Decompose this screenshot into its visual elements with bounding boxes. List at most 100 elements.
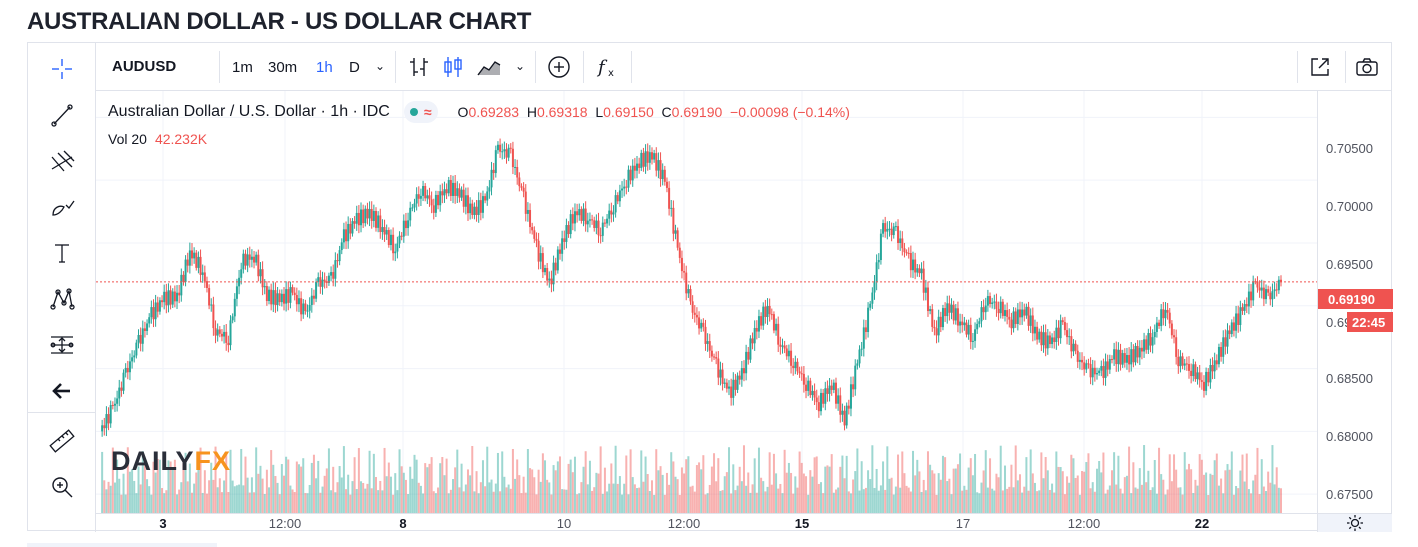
candle-body — [1273, 289, 1276, 292]
camera-icon[interactable] — [1353, 53, 1381, 81]
volume-bar — [689, 486, 692, 513]
toolbar-divider — [1345, 51, 1346, 83]
pattern-icon[interactable] — [44, 281, 80, 317]
volume-bar — [768, 452, 771, 513]
candle-body — [253, 256, 256, 263]
candle-body — [616, 195, 619, 202]
interval-1m[interactable]: 1m — [232, 59, 253, 76]
volume-bar — [349, 494, 352, 513]
candle-body — [190, 250, 193, 259]
candle-body — [899, 238, 902, 244]
volume-bar — [1061, 471, 1064, 513]
volume-bar — [916, 459, 919, 513]
interval-30m[interactable]: 30m — [268, 59, 298, 76]
zoom-in-icon[interactable] — [44, 469, 80, 505]
volume-bar — [653, 494, 656, 513]
volume-bar — [858, 490, 861, 513]
volume-bar — [118, 478, 121, 513]
symbol-search-button[interactable]: AUDUSD — [112, 58, 177, 75]
volume-bar — [218, 478, 221, 513]
volume-bar — [843, 478, 846, 513]
candle-body — [869, 303, 872, 308]
candle-body — [548, 278, 551, 281]
candles-icon[interactable] — [439, 53, 467, 81]
volume-value: 42.232K — [154, 131, 208, 147]
candle-body — [800, 373, 803, 375]
candle-body — [377, 215, 380, 228]
candle-body — [366, 208, 369, 219]
volume-bar — [884, 489, 887, 513]
candle-body — [518, 177, 521, 187]
candle-body — [777, 323, 780, 345]
chart-canvas[interactable]: Australian Dollar / U.S. Dollar · 1h · I… — [96, 91, 1317, 513]
price-axis[interactable]: 0.70500 0.70000 0.69500 0.69000 0.68500 … — [1317, 91, 1393, 513]
candle-body — [336, 260, 339, 262]
time-axis[interactable]: 3 12:00 8 10 12:00 15 17 12:00 22 — [96, 513, 1317, 532]
brush-icon[interactable] — [44, 189, 80, 225]
volume-bar — [903, 473, 906, 513]
volume-bar — [931, 470, 934, 513]
market-status-pill[interactable]: ≈ — [403, 101, 438, 123]
interval-d[interactable]: D — [349, 59, 360, 76]
volume-bar — [1100, 472, 1103, 513]
volume-bar — [661, 474, 664, 513]
volume-bar — [400, 466, 403, 513]
candle-body — [978, 321, 981, 324]
back-arrow-icon[interactable] — [44, 373, 80, 409]
candle-body — [1018, 309, 1021, 318]
svg-text:x: x — [608, 68, 614, 79]
chart-settings-button[interactable] — [1317, 513, 1392, 532]
candle-body — [1215, 360, 1218, 365]
candle-body — [946, 303, 949, 317]
candle-body — [629, 169, 632, 181]
crosshair-icon[interactable] — [44, 51, 80, 87]
candle-body — [128, 361, 131, 373]
volume-bar — [265, 469, 268, 513]
volume-bar — [638, 487, 641, 513]
ruler-icon[interactable] — [44, 423, 80, 459]
volume-bar — [760, 477, 763, 513]
candle-body — [1224, 337, 1227, 347]
area-icon[interactable] — [475, 53, 503, 81]
candle-body — [454, 182, 457, 196]
interval-1h[interactable]: 1h — [316, 59, 333, 76]
volume-bar — [571, 472, 574, 513]
volume-bar — [1269, 482, 1272, 513]
text-icon[interactable] — [44, 235, 80, 271]
fullscreen-icon[interactable] — [1306, 53, 1334, 81]
volume-bar — [214, 446, 217, 513]
volume-bar — [845, 455, 848, 513]
volume-bar — [182, 463, 185, 513]
candle-body — [240, 269, 243, 278]
bars-icon[interactable] — [405, 53, 433, 81]
volume-bar — [879, 485, 882, 513]
candle-body — [1181, 356, 1184, 366]
chart-type-dropdown-chevron[interactable]: ⌄ — [515, 59, 526, 73]
compare-add-icon[interactable] — [545, 53, 573, 81]
volume-bar — [790, 472, 793, 513]
candle-body — [1108, 359, 1111, 370]
candle-body — [997, 308, 1000, 314]
main-series-legend: Australian Dollar / U.S. Dollar · 1h · I… — [108, 101, 850, 123]
interval-dropdown-chevron[interactable]: ⌄ — [375, 59, 386, 73]
candle-body — [1175, 337, 1178, 357]
pitchfork-icon[interactable] — [44, 143, 80, 179]
candle-body — [531, 227, 534, 231]
candle-body — [1130, 349, 1133, 365]
trendline-icon[interactable] — [44, 97, 80, 133]
volume-bar — [379, 480, 382, 513]
candle-body — [430, 199, 433, 206]
toolbar-divider — [219, 51, 220, 83]
volume-bar — [240, 448, 243, 513]
toolbar-divider — [535, 51, 536, 83]
measure-lines-icon[interactable] — [44, 327, 80, 363]
volume-bar — [875, 468, 878, 513]
candlestick-chart[interactable] — [96, 91, 1317, 513]
volume-bar — [537, 469, 540, 513]
candle-body — [1200, 380, 1203, 382]
volume-bar — [135, 493, 138, 513]
volume-bar — [424, 463, 427, 513]
volume-bar — [347, 474, 350, 513]
